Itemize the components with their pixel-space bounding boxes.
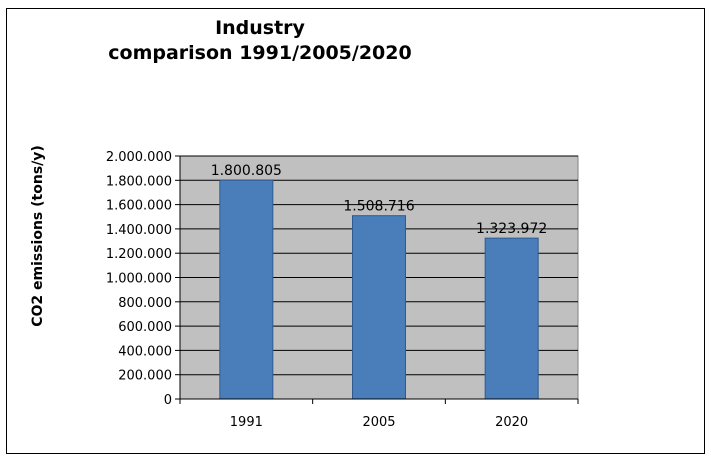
chart-title-line-2: comparison 1991/2005/2020 <box>108 42 412 64</box>
data-label: 1.508.716 <box>343 199 414 215</box>
y-tick-label: 800.000 <box>118 296 172 311</box>
chart-title: Industry comparison 1991/2005/2020 <box>60 16 460 66</box>
x-tick-labels: 1991 2005 2020 <box>230 415 528 430</box>
y-tick-label: 0 <box>164 393 172 408</box>
y-tick-label: 1.600.000 <box>106 199 172 214</box>
y-tick-label: 1.400.000 <box>106 223 172 238</box>
y-tick-label: 1.000.000 <box>106 272 172 287</box>
y-tick-label: 200.000 <box>118 369 172 384</box>
data-label: 1.323.972 <box>476 221 547 237</box>
data-labels: 1.800.805 1.508.716 1.323.972 <box>211 163 548 237</box>
x-tick-label: 2005 <box>362 415 395 430</box>
y-tick-label: 400.000 <box>118 344 172 359</box>
bar-1991 <box>219 179 274 400</box>
x-tick-label: 2020 <box>495 415 528 430</box>
bars <box>219 179 539 400</box>
y-tick-label: 600.000 <box>118 320 172 335</box>
chart-title-line-1: Industry <box>215 17 305 39</box>
bar-2005 <box>352 215 406 400</box>
axes <box>175 155 579 404</box>
x-tick-label: 1991 <box>230 415 263 430</box>
y-tick-label: 1.800.000 <box>106 174 172 189</box>
y-tick-labels: 0 200.000 400.000 600.000 800.000 1.000.000 1.… <box>106 150 172 408</box>
bar-2020 <box>484 237 539 400</box>
y-tick-label: 2.000.000 <box>106 150 172 165</box>
y-tick-label: 1.200.000 <box>106 247 172 262</box>
data-label: 1.800.805 <box>211 163 282 179</box>
